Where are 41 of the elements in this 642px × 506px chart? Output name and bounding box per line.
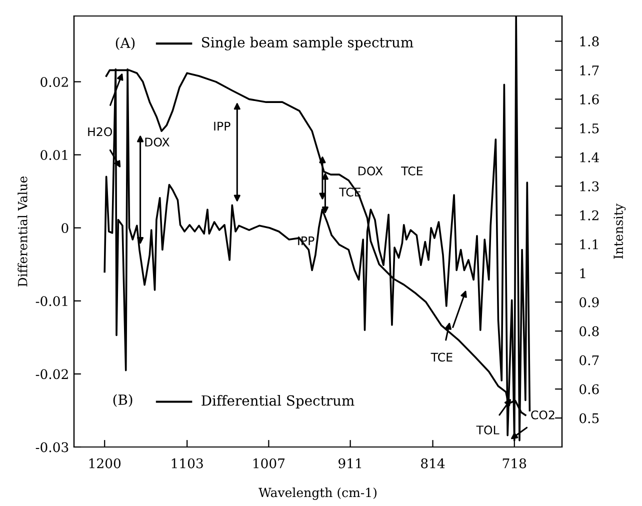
annotation: H2O: [88, 127, 112, 136]
y2-tick-label: 1.2: [580, 210, 598, 220]
legend-label: Single beam sample spectrum: [202, 36, 414, 50]
y-tick-label: 0.01: [40, 150, 68, 160]
legend-label: Differential Spectrum: [202, 395, 354, 408]
y-axis-title: Differential Value: [18, 176, 28, 286]
x-tick-label: 718: [502, 458, 526, 468]
y2-tick-label: 1: [580, 268, 586, 278]
x-tick-label: 814: [421, 458, 445, 468]
x-tick-label: 1103: [172, 458, 203, 468]
y-tick-label: -0.02: [36, 369, 68, 380]
x-tick-label: 911: [338, 458, 362, 468]
x-axis-title: Wavelength (cm-1): [258, 488, 376, 500]
annotation: (A): [116, 37, 135, 50]
y2-tick-label: 1.5: [580, 123, 599, 134]
y2-tick-label: 1.3: [580, 181, 599, 192]
y2-tick-label: 0.5: [580, 413, 599, 424]
y-tick-label: 0: [62, 223, 68, 234]
x-tick-label: 1007: [254, 458, 285, 468]
x-tick-label: 1200: [89, 458, 121, 468]
y2-tick-label: 1.7: [580, 65, 599, 76]
y2-tick-label: 1.6: [580, 94, 599, 104]
y2-tick-label: 0.7: [580, 355, 599, 366]
annotation: IPP: [214, 122, 230, 130]
y2-tick-label: 0.9: [580, 297, 599, 308]
y-tick-label: 0.02: [40, 76, 68, 87]
y-tick-label: -0.01: [36, 296, 68, 306]
y2-tick-label: 1.1: [580, 239, 598, 250]
annotation: TCE: [430, 352, 452, 362]
annotation: TCE: [401, 166, 423, 176]
y2-tick-label: 0.8: [580, 326, 599, 336]
y2-tick-label: 1.4: [580, 152, 599, 162]
annotation: CO2: [531, 410, 554, 420]
y-tick-label: -0.03: [36, 442, 68, 452]
annotation: (B): [113, 394, 132, 407]
y2-axis-title: Intensity: [614, 204, 626, 259]
annotation: TOL: [476, 426, 500, 434]
annotation: DOX: [358, 166, 383, 176]
annotation: DOX: [145, 138, 170, 147]
y2-tick-label: 0.6: [580, 384, 599, 394]
y2-tick-label: 1.8: [580, 36, 599, 46]
